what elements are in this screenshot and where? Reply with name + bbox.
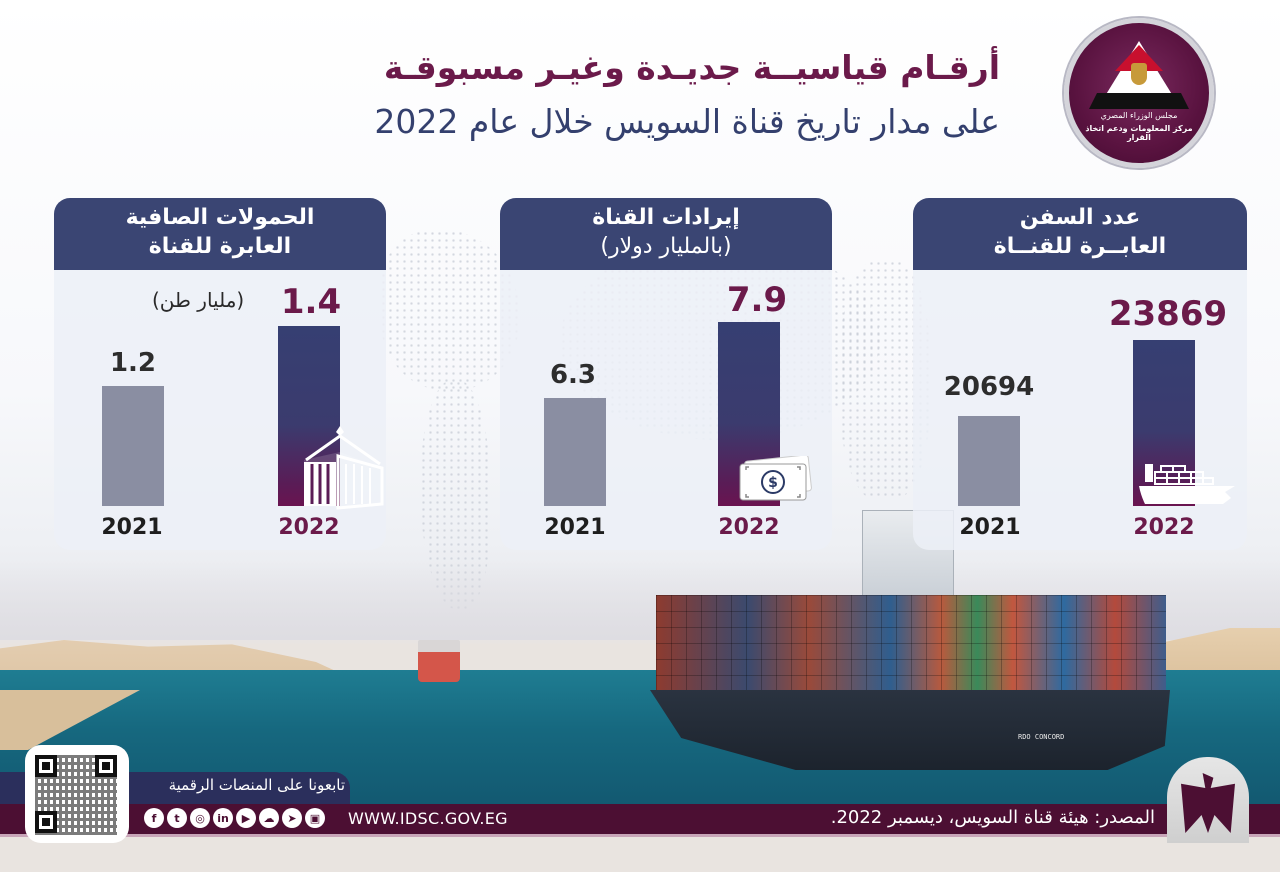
year-2021: 2021	[544, 515, 606, 540]
footer-line	[0, 834, 1280, 837]
shipping-container-icon	[304, 426, 384, 510]
value-2021: 20694	[943, 372, 1035, 402]
bar-2021	[544, 398, 606, 506]
year-2022: 2022	[278, 515, 340, 540]
qr-eye	[95, 755, 117, 777]
instagram-icon[interactable]: ◎	[190, 808, 210, 828]
follow-us-label: تابعونا على المنصات الرقمية	[168, 776, 345, 794]
card-subtitle: (بالمليار دولار)	[600, 234, 732, 259]
world-map-dots	[380, 230, 520, 390]
soundcloud-icon[interactable]: ☁	[259, 808, 279, 828]
app-icon[interactable]: ▣	[305, 808, 325, 828]
card-header: إيرادات القناة (بالمليار دولار)	[500, 198, 832, 270]
footer-navy-tab	[130, 772, 350, 804]
idsc-badge	[1167, 757, 1249, 843]
card-ships-transit: عدد السفن العابــرة للقنــاة 23869 20694…	[913, 198, 1247, 550]
card-canal-revenue: إيرادات القناة (بالمليار دولار) 7.9 6.3 …	[500, 198, 832, 550]
card-header: عدد السفن العابــرة للقنــاة	[913, 198, 1247, 270]
card-header: الحمولات الصافية العابرة للقناة	[54, 198, 386, 270]
dollar-banknote-icon: $	[739, 456, 812, 501]
bar-2021	[102, 386, 164, 506]
logo-text-center: مركز المعلومات ودعم اتخاذ القرار	[1085, 124, 1193, 142]
card-net-tonnage: الحمولات الصافية العابرة للقناة 1.4 (ملي…	[54, 198, 386, 550]
telegram-icon[interactable]: ➤	[282, 808, 302, 828]
value-2022: 7.9	[726, 280, 788, 320]
qr-eye	[35, 811, 57, 833]
year-2021: 2021	[959, 515, 1021, 540]
main-title: أرقـام قياسيــة جديـدة وغيـر مسبوقـة	[383, 48, 1000, 87]
value-2022: 1.4	[280, 282, 342, 322]
eagle-chart-icon	[1181, 773, 1235, 833]
year-2022: 2022	[1133, 515, 1195, 540]
flag-black-icon	[1089, 93, 1189, 109]
svg-text:$: $	[768, 475, 778, 491]
eagle-icon	[1131, 63, 1147, 85]
twitter-icon[interactable]: t	[167, 808, 187, 828]
year-2022: 2022	[718, 515, 780, 540]
facebook-icon[interactable]: f	[144, 808, 164, 828]
year-2021: 2021	[101, 515, 163, 540]
card-subtitle: العابرة للقناة	[148, 234, 292, 259]
idsc-logo: مجلس الوزراء المصري مركز المعلومات ودعم …	[1064, 18, 1214, 168]
ship-name: RDO CONCORD	[1018, 733, 1065, 741]
container-stacks	[656, 595, 1166, 695]
subtitle: على مدار تاريخ قناة السويس خلال عام 2022	[374, 102, 1000, 141]
value-2021: 6.3	[549, 360, 597, 390]
card-subtitle: العابــرة للقنــاة	[993, 234, 1167, 259]
value-2022: 23869	[1108, 294, 1228, 334]
qr-eye	[35, 755, 57, 777]
card-title: إيرادات القناة	[592, 205, 740, 230]
value-2021: 1.2	[109, 348, 157, 378]
distant-ship	[418, 640, 460, 682]
source-note: المصدر: هيئة قناة السويس، ديسمبر 2022.	[830, 807, 1155, 828]
bar-2021	[958, 416, 1020, 506]
unit-label: (مليار طن)	[152, 288, 245, 312]
qr-code[interactable]	[25, 745, 129, 843]
linkedin-icon[interactable]: in	[213, 808, 233, 828]
cargo-ship-icon	[1139, 464, 1235, 504]
card-title: الحمولات الصافية	[125, 205, 315, 230]
website-link[interactable]: WWW.IDSC.GOV.EG	[348, 809, 508, 828]
youtube-icon[interactable]: ▶	[236, 808, 256, 828]
social-icons: f t ◎ in ▶ ☁ ➤ ▣	[144, 808, 325, 828]
logo-text-cabinet: مجلس الوزراء المصري	[1100, 111, 1178, 120]
card-title: عدد السفن	[1019, 205, 1141, 230]
